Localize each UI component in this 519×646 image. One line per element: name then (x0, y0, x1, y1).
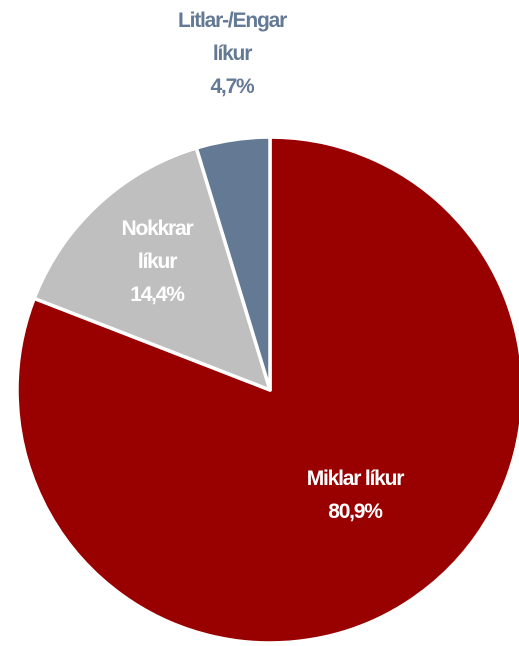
slice-name: Miklar líkur (306, 467, 405, 490)
slice-label: Litlar-/Engar líkur 4,7% (157, 4, 307, 103)
slice-name: Nokkrar líkur (121, 217, 194, 273)
slice-value: 14,4% (130, 283, 185, 306)
pie-slice (32, 146, 272, 392)
pie-slice (194, 135, 272, 392)
slice-label: Nokkrar líkur 14,4% (102, 212, 212, 311)
slice-value: 80,9% (328, 500, 383, 523)
slice-value: 4,7% (210, 75, 254, 98)
slice-label: Miklar líkur 80,9% (225, 462, 485, 528)
slice-name: Litlar-/Engar líkur (177, 9, 287, 65)
